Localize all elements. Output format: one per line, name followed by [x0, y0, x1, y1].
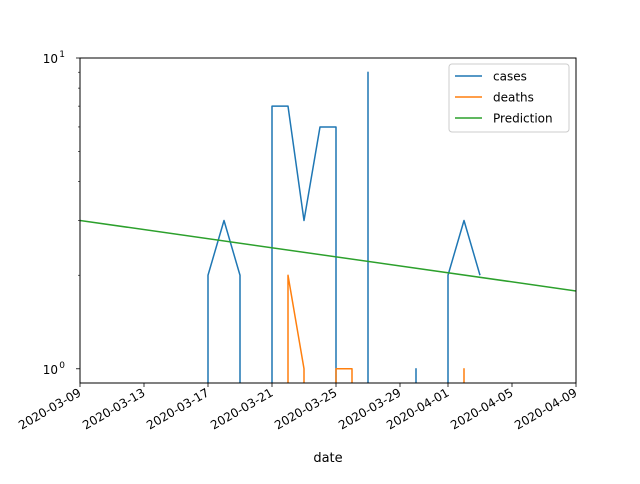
series-layer: [80, 71, 576, 383]
x-tick-label: 2020-03-25: [272, 385, 339, 432]
legend: cases deaths Prediction: [448, 63, 570, 133]
y-tick-label: 10: [43, 363, 58, 377]
x-tick-label: 2020-03-13: [80, 385, 147, 432]
legend-label-deaths: deaths: [493, 91, 534, 105]
x-tick-label: 2020-03-17: [144, 385, 211, 432]
legend-box: [448, 63, 570, 133]
series-line-deaths: [287, 274, 465, 383]
legend-label-prediction: Prediction: [493, 112, 553, 126]
x-axis-label: date: [313, 451, 342, 466]
x-axis: 2020-03-092020-03-132020-03-172020-03-21…: [16, 383, 580, 432]
legend-label-cases: cases: [493, 70, 527, 84]
x-tick-label: 2020-04-05: [448, 385, 515, 432]
x-tick-label: 2020-04-09: [512, 385, 579, 432]
x-tick-label: 2020-03-21: [208, 385, 275, 432]
y-tick-label: 10: [43, 52, 58, 66]
y-tick-exponent: 1: [59, 50, 65, 60]
x-tick-label: 2020-03-09: [16, 385, 83, 432]
series-line-prediction: [80, 219, 576, 292]
y-tick-exponent: 0: [59, 361, 65, 371]
series-line-cases: [207, 71, 481, 383]
